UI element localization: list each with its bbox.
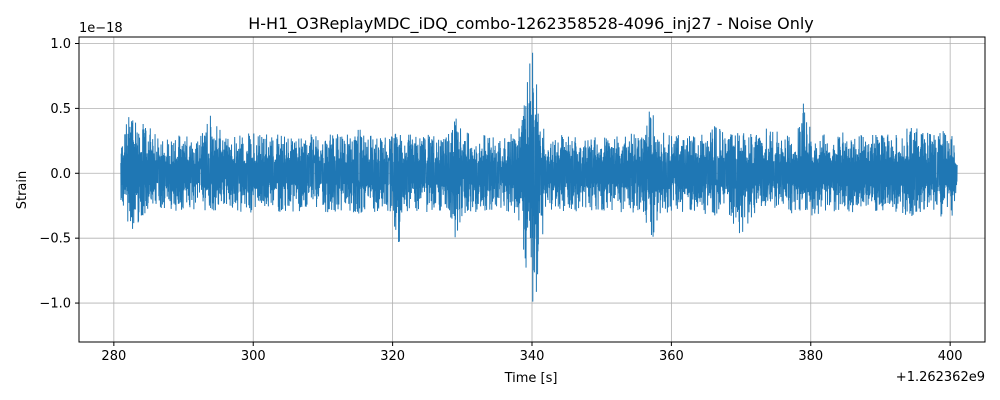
x-tick-label: 360 [659, 349, 684, 364]
x-tick-label: 300 [241, 349, 266, 364]
series-line [120, 52, 958, 302]
y-scale-label: 1e−18 [79, 21, 123, 36]
y-axis-ticks: −1.0 −0.5 0.0 0.5 1.0 [39, 37, 79, 312]
x-tick-label: 340 [520, 349, 545, 364]
y-tick-label: −0.5 [39, 232, 71, 247]
x-tick-label: 380 [798, 349, 823, 364]
chart-title: H-H1_O3ReplayMDC_iDQ_combo-1262358528-40… [248, 14, 814, 34]
x-axis-ticks: 280 300 320 340 360 380 400 [101, 342, 963, 364]
x-tick-label: 400 [938, 349, 963, 364]
y-tick-label: 0.5 [50, 102, 71, 117]
y-tick-label: 1.0 [50, 37, 71, 52]
signal-trace [120, 52, 958, 302]
x-axis-label: Time [s] [504, 371, 558, 386]
x-tick-label: 320 [380, 349, 405, 364]
x-tick-label: 280 [101, 349, 126, 364]
y-axis-label: Strain [15, 171, 30, 210]
y-tick-label: −1.0 [39, 297, 71, 312]
y-tick-label: 0.0 [50, 167, 71, 182]
x-offset-label: +1.262362e9 [896, 370, 985, 385]
